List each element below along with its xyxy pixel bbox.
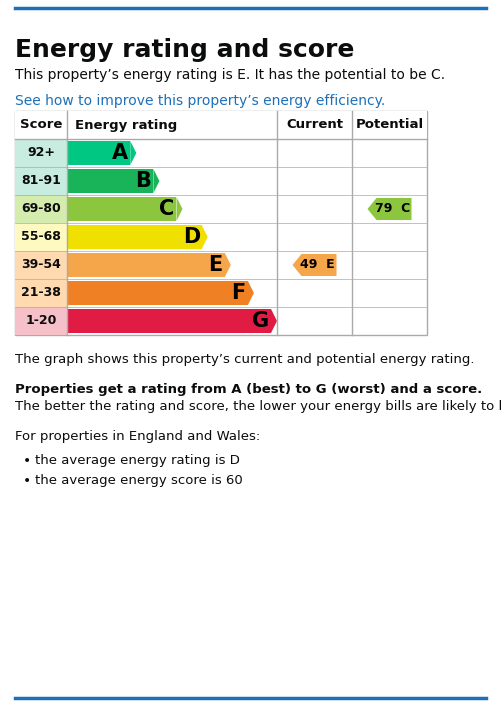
Text: Energy rating: Energy rating: [75, 119, 177, 131]
Bar: [15, 195, 67, 223]
Bar: [15, 251, 67, 279]
Text: 69-80: 69-80: [21, 203, 61, 215]
Text: For properties in England and Wales:: For properties in England and Wales:: [15, 430, 260, 443]
Bar: [15, 139, 67, 167]
Text: E: E: [208, 255, 222, 275]
Text: 1-20: 1-20: [26, 314, 57, 328]
Polygon shape: [248, 281, 254, 305]
Bar: [67, 253, 225, 277]
Text: 39-54: 39-54: [21, 258, 61, 272]
Text: D: D: [183, 227, 200, 247]
Text: G: G: [253, 311, 270, 331]
Bar: [67, 309, 271, 333]
Text: Score: Score: [20, 119, 62, 131]
Text: 55-68: 55-68: [21, 230, 61, 244]
Text: B: B: [135, 171, 151, 191]
Bar: [15, 111, 427, 139]
Polygon shape: [130, 141, 136, 165]
Text: 79  C: 79 C: [375, 203, 410, 215]
Text: This property’s energy rating is E. It has the potential to be C.: This property’s energy rating is E. It h…: [15, 68, 445, 82]
Bar: [67, 141, 130, 165]
Text: the average energy rating is D: the average energy rating is D: [35, 454, 240, 467]
Text: •: •: [23, 454, 31, 468]
Text: C: C: [159, 199, 174, 219]
Text: 49  E: 49 E: [300, 258, 335, 272]
Bar: [15, 307, 67, 335]
Bar: [15, 279, 67, 307]
Text: The graph shows this property’s current and potential energy rating.: The graph shows this property’s current …: [15, 353, 474, 366]
Polygon shape: [225, 253, 231, 277]
Text: Potential: Potential: [355, 119, 423, 131]
Text: Properties get a rating from A (best) to G (worst) and a score.: Properties get a rating from A (best) to…: [15, 383, 482, 396]
Bar: [67, 197, 176, 221]
Bar: [15, 167, 67, 195]
Text: 92+: 92+: [27, 147, 55, 160]
Text: F: F: [231, 283, 245, 303]
Polygon shape: [368, 198, 411, 220]
Polygon shape: [202, 225, 208, 249]
Polygon shape: [153, 169, 159, 193]
Bar: [15, 223, 67, 251]
Text: 81-91: 81-91: [21, 174, 61, 188]
Bar: [67, 169, 153, 193]
Polygon shape: [293, 254, 337, 276]
Polygon shape: [271, 309, 277, 333]
Polygon shape: [176, 197, 182, 221]
Bar: [15, 111, 427, 335]
Text: Energy rating and score: Energy rating and score: [15, 38, 354, 62]
Text: The better the rating and score, the lower your energy bills are likely to be.: The better the rating and score, the low…: [15, 400, 501, 413]
Text: •: •: [23, 474, 31, 488]
Text: 21-38: 21-38: [21, 287, 61, 299]
Text: A: A: [112, 143, 128, 163]
Text: Current: Current: [286, 119, 343, 131]
Text: the average energy score is 60: the average energy score is 60: [35, 474, 243, 487]
Bar: [67, 225, 202, 249]
Bar: [67, 281, 248, 305]
Text: See how to improve this property’s energy efficiency.: See how to improve this property’s energ…: [15, 94, 385, 108]
